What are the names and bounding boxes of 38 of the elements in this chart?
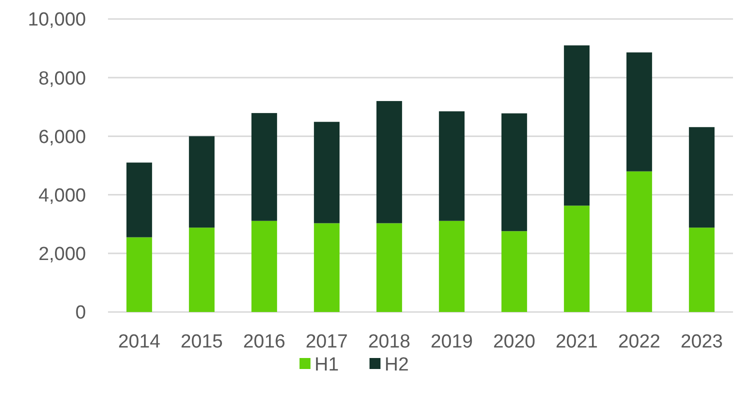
x-tick-label: 2021 — [556, 331, 598, 352]
bar — [564, 206, 590, 312]
bar — [626, 52, 652, 172]
bar — [438, 220, 465, 312]
legend-label: H2 — [384, 354, 409, 376]
x-tick-label: 2018 — [368, 331, 410, 352]
x-tick-label: 2017 — [306, 331, 348, 352]
y-tick-label: 6,000 — [38, 126, 86, 148]
x-tick-label: 2023 — [680, 331, 723, 352]
bar — [626, 171, 652, 312]
bar — [501, 113, 528, 232]
bar — [564, 45, 590, 206]
x-tick-label: 2020 — [493, 331, 536, 352]
bar — [314, 122, 340, 224]
bar — [501, 231, 528, 312]
bar — [188, 136, 215, 228]
x-tick-label: 2022 — [618, 331, 660, 352]
bar — [688, 127, 715, 228]
bar — [126, 237, 152, 312]
y-tick-label: 8,000 — [38, 68, 86, 90]
y-tick-label: 0 — [75, 302, 86, 324]
legend-label: H1 — [314, 354, 339, 376]
x-tick-label: 2014 — [118, 331, 161, 352]
bar — [314, 223, 340, 312]
bar — [251, 113, 278, 221]
y-tick-label: 4,000 — [38, 185, 86, 206]
bar — [376, 101, 402, 224]
bar — [188, 228, 215, 312]
bar — [376, 223, 402, 312]
bar — [688, 228, 715, 312]
bar — [126, 162, 152, 238]
y-tick-label: 2,000 — [38, 244, 86, 266]
bar — [251, 220, 278, 312]
y-tick-label: 10,000 — [28, 10, 86, 31]
x-tick-label: 2015 — [180, 331, 223, 352]
x-tick-label: 2016 — [243, 331, 286, 352]
bar — [438, 111, 465, 221]
x-tick-label: 2019 — [430, 331, 473, 352]
